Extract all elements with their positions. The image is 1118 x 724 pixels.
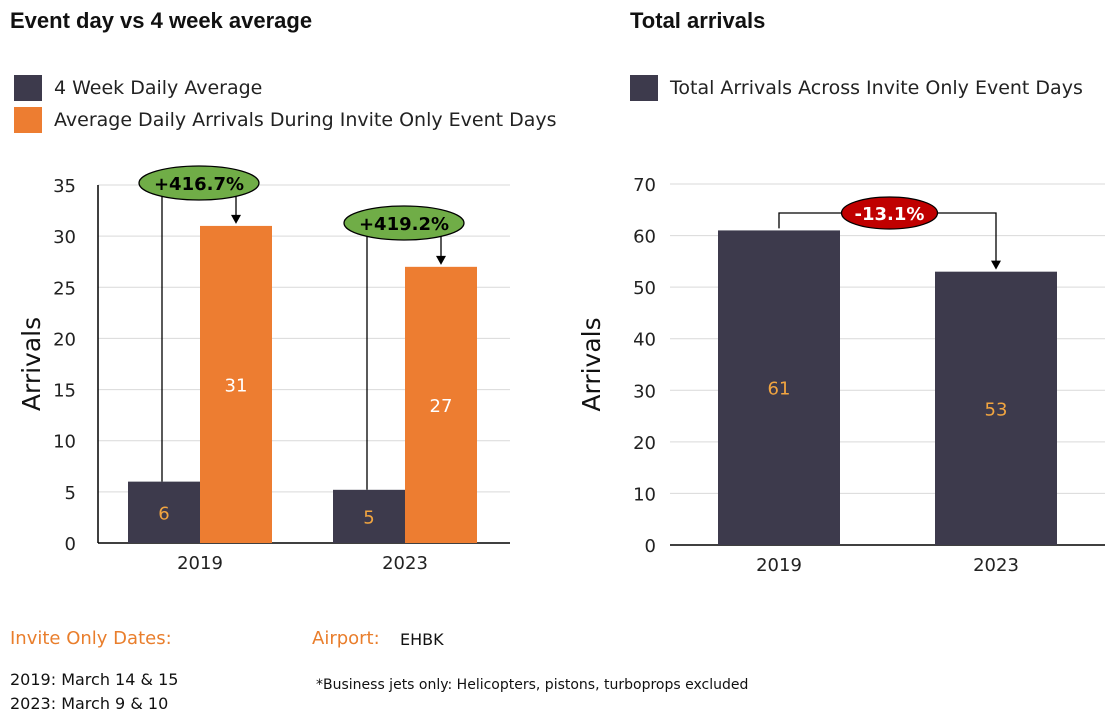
y-tick-label: 50 [633,278,656,299]
data-label: 5 [363,507,374,528]
left-chart-legend: 4 Week Daily Average Average Daily Arriv… [14,72,557,136]
legend-swatch-orange [14,107,42,133]
right-chart-legend: Total Arrivals Across Invite Only Event … [630,72,1083,104]
airport-label: Airport: [312,628,380,649]
bar-4-week-average-2023 [333,489,405,543]
right-chart-title: Total arrivals [630,8,766,33]
y-tick-label: 10 [53,432,76,453]
y-tick-label: 0 [645,536,656,557]
bar-event-days-2019 [200,225,272,543]
legend-label: Average Daily Arrivals During Invite Onl… [54,109,557,131]
legend-label: 4 Week Daily Average [54,77,263,99]
legend-item-event-days-average: Average Daily Arrivals During Invite Onl… [14,104,557,136]
y-tick-label: 0 [65,534,76,555]
left-chart-title: Event day vs 4 week average [10,8,313,33]
y-tick-label: 5 [65,483,76,504]
x-tick-label: 2019 [756,555,802,576]
data-label: 53 [985,399,1008,420]
y-tick-label: 20 [633,433,656,454]
annotation-arrow [436,255,446,265]
invite-dates-heading: Invite Only Dates: [10,628,172,649]
bar-total-arrivals-2023 [935,271,1057,545]
y-tick-label: 15 [53,381,76,402]
y-tick-label: 30 [53,227,76,248]
legend-swatch-dark [14,75,42,101]
change-badge-label: -13.1% [855,204,925,225]
airport-code: EHBK [400,630,444,649]
y-tick-label: 20 [53,329,76,350]
dates-2023: 2023: March 9 & 10 [10,694,169,713]
y-tick-label: 25 [53,278,76,299]
annotation-arrow [991,260,1001,270]
annotation-arrow [231,214,241,224]
data-label: 27 [430,396,453,417]
change-badge [343,205,465,241]
y-tick-label: 40 [633,330,656,351]
legend-label: Total Arrivals Across Invite Only Event … [670,77,1083,99]
y-tick-label: 35 [53,176,76,197]
x-tick-label: 2019 [177,553,223,574]
bar-total-arrivals-2019 [718,230,840,545]
y-tick-label: 70 [633,175,656,196]
change-badge-label: +419.2% [359,214,449,235]
change-badge [138,165,260,201]
y-tick-label: 60 [633,227,656,248]
y-axis-label: Arrivals [17,317,46,411]
y-tick-label: 30 [633,381,656,402]
bar-4-week-average-2019 [128,481,200,543]
y-tick-label: 10 [633,484,656,505]
change-badge-label: +416.7% [154,174,244,195]
change-badge [840,196,939,230]
bar-event-days-2023 [405,266,477,543]
dates-2019: 2019: March 14 & 15 [10,670,179,689]
legend-swatch-dark [630,75,658,101]
y-axis-label: Arrivals [577,317,606,411]
x-tick-label: 2023 [382,553,428,574]
data-label: 61 [768,379,791,400]
data-label: 6 [158,503,169,524]
legend-item-total-arrivals: Total Arrivals Across Invite Only Event … [630,72,1083,104]
footnote: *Business jets only: Helicopters, piston… [316,677,749,693]
x-tick-label: 2023 [973,555,1019,576]
legend-item-4-week-average: 4 Week Daily Average [14,72,557,104]
data-label: 31 [225,375,248,396]
